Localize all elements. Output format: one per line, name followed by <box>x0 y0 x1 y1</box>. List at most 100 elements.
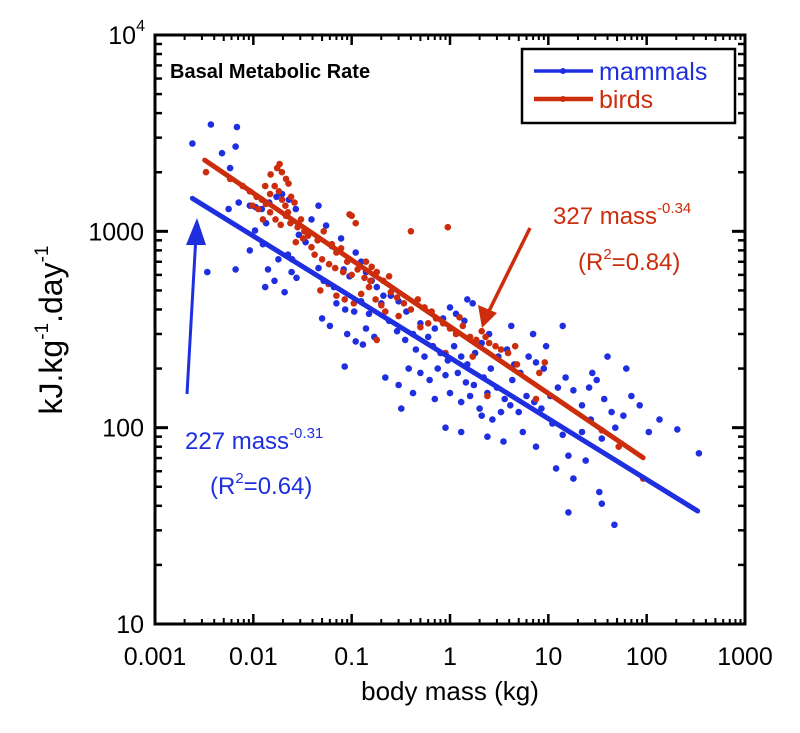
mammals-point <box>315 264 322 272</box>
mammals-point <box>570 387 577 394</box>
mammals-point <box>582 457 589 464</box>
mammals-point <box>417 369 424 377</box>
mammals-point <box>469 300 477 307</box>
mammals-point <box>570 475 577 482</box>
birds-point <box>513 361 521 368</box>
birds-point <box>272 216 279 223</box>
mammals-point <box>326 322 334 330</box>
mammals-point <box>398 405 405 412</box>
x-tick-label: 100 <box>626 643 668 671</box>
birds-point <box>541 359 549 366</box>
birds-point <box>382 308 389 315</box>
birds-point <box>254 205 262 213</box>
mammals-point <box>232 143 239 150</box>
mammals-point <box>293 274 300 282</box>
birds-point <box>331 264 339 272</box>
birds-point <box>341 296 349 303</box>
mammals-point <box>446 304 454 311</box>
mammals-point <box>598 435 606 442</box>
mammals-point <box>352 338 360 345</box>
birds-point <box>417 323 424 331</box>
mammals-point <box>565 452 572 460</box>
mammals-point <box>593 376 600 384</box>
mammals-point <box>623 365 630 372</box>
mammals-point <box>365 310 373 318</box>
birds-point <box>259 216 267 223</box>
mammals-point <box>457 428 465 436</box>
birds-point <box>275 188 283 195</box>
birds-point <box>357 290 365 298</box>
mammals-point <box>589 369 596 377</box>
mammals-point <box>275 255 282 263</box>
birds-point <box>297 216 305 223</box>
birds-point <box>368 263 376 271</box>
birds-point <box>352 219 360 227</box>
y-axis: 10 100 1000 104 <box>88 18 745 639</box>
legend[interactable]: mammals birds <box>520 47 737 125</box>
mammals-point <box>562 374 569 381</box>
birds-point <box>277 221 285 229</box>
mammals-point <box>515 408 522 416</box>
legend-label-mammals: mammals <box>599 58 707 86</box>
birds-point <box>292 238 300 246</box>
mammals-point <box>235 199 242 206</box>
birds-point <box>385 273 393 280</box>
mammals-point <box>431 325 439 332</box>
birds-point <box>202 168 210 176</box>
legend-marker-birds <box>560 96 566 102</box>
mammals-point <box>578 428 586 436</box>
mammals-point <box>532 443 540 451</box>
mammals-point <box>207 121 215 128</box>
mammals-point <box>532 359 540 366</box>
mammals-point <box>409 389 417 397</box>
birds-point <box>271 182 279 190</box>
birds-point <box>485 339 493 347</box>
birds-point <box>361 274 368 282</box>
fit-layer <box>189 157 701 514</box>
birds-point <box>267 171 274 178</box>
mammals-point <box>333 300 340 307</box>
mammals-point <box>454 369 462 377</box>
y-tick-label: 10 <box>116 611 144 639</box>
mammals-point <box>585 384 593 391</box>
mammals-point <box>600 395 608 403</box>
mammals-point <box>457 353 465 360</box>
mammals-point <box>337 235 345 242</box>
birds-point <box>400 300 408 307</box>
birds-point <box>282 202 289 209</box>
mammals-point <box>608 408 615 416</box>
birds-point <box>511 342 519 350</box>
legend-item-birds[interactable]: birds <box>534 86 653 114</box>
x-tick-label: 0.001 <box>124 643 187 671</box>
mammals-point <box>457 398 465 406</box>
legend-label-birds: birds <box>599 86 653 114</box>
mammals-point <box>542 342 550 350</box>
y-axis-label: kJ.kg-1.day-1 <box>32 246 69 415</box>
birds-point <box>378 302 385 309</box>
mammals-point <box>393 327 401 335</box>
mammals-point <box>281 288 288 296</box>
mammals-point <box>552 465 560 472</box>
birds-point <box>276 160 283 168</box>
y-tick-label: 1000 <box>88 218 144 246</box>
birds-point <box>261 182 269 190</box>
birds-point <box>424 320 432 327</box>
birds-point <box>484 392 491 400</box>
birds-fit-line <box>202 157 646 461</box>
mammals-point <box>598 500 606 508</box>
mammals-point <box>538 405 545 412</box>
mammals-point <box>565 509 572 516</box>
mammals-point <box>604 353 611 360</box>
mammals-point <box>189 140 196 147</box>
birds-point <box>317 287 324 294</box>
x-tick-label: 10 <box>534 643 562 671</box>
mammals-point <box>218 149 226 157</box>
x-tick-label: 0.01 <box>229 643 278 671</box>
mammals-point <box>500 438 507 445</box>
legend-item-mammals[interactable]: mammals <box>534 58 707 86</box>
birds-point <box>346 211 353 218</box>
mammals-point <box>470 381 478 389</box>
birds-point <box>278 196 286 203</box>
x-axis-label: body mass (kg) <box>361 676 539 706</box>
mammals-point <box>204 268 211 276</box>
